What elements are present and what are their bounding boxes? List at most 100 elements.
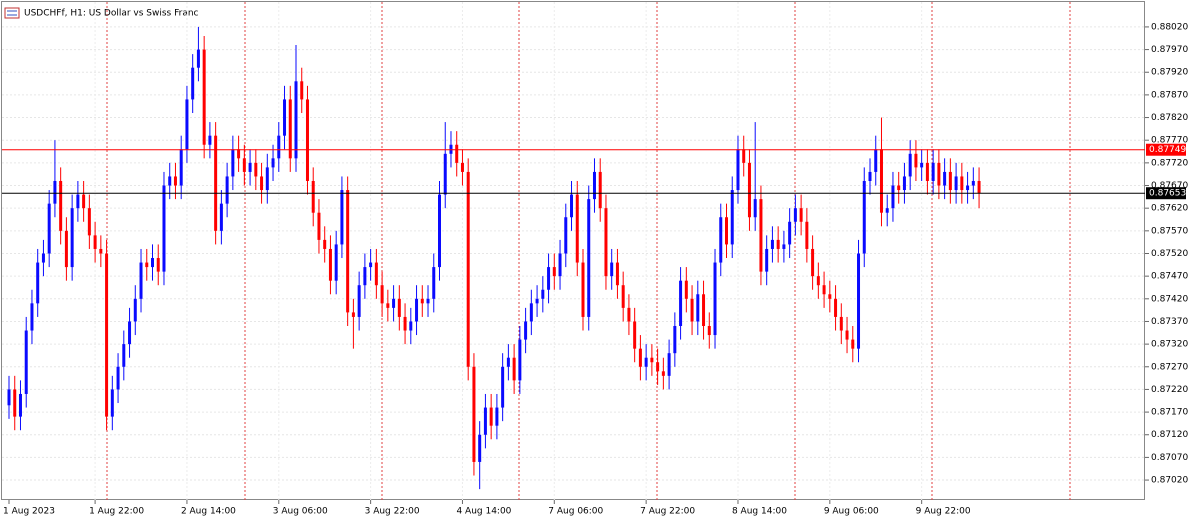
candle-body xyxy=(105,253,109,417)
candle-body xyxy=(575,194,579,263)
candle-body xyxy=(776,239,780,249)
x-tick-label: 8 Aug 14:00 xyxy=(732,507,787,517)
candle-body xyxy=(231,149,235,177)
candle-body xyxy=(512,357,516,381)
y-tick-label: 0.87520 xyxy=(1151,249,1188,259)
candle-body xyxy=(323,239,327,249)
candle-body xyxy=(656,362,660,372)
candle-body xyxy=(610,262,614,277)
icon-frame xyxy=(4,7,20,19)
candle-body xyxy=(386,303,390,308)
x-tick-label: 4 Aug 14:00 xyxy=(456,507,511,517)
x-tick-label: 9 Aug 22:00 xyxy=(916,507,971,517)
candle-body xyxy=(283,99,287,136)
candle-body xyxy=(162,185,166,272)
candle-body xyxy=(334,244,338,281)
y-tick-label: 0.87170 xyxy=(1151,408,1188,418)
candle-body xyxy=(937,162,941,186)
candle-body xyxy=(518,339,522,381)
candle-body xyxy=(684,280,688,299)
candle-body xyxy=(650,357,654,363)
candle-body xyxy=(943,171,947,186)
candle-body xyxy=(931,162,935,181)
candle-body xyxy=(914,153,918,168)
candle-body xyxy=(76,194,80,209)
candle-body xyxy=(41,253,45,263)
candle-body xyxy=(547,267,551,290)
candle-body xyxy=(99,248,103,254)
candle-body xyxy=(535,298,539,304)
y-tick-label: 0.87320 xyxy=(1151,340,1188,350)
candle-body xyxy=(18,393,22,417)
candle-body xyxy=(529,303,533,322)
candle-body xyxy=(902,176,906,191)
candle-body xyxy=(443,153,447,195)
candle-body xyxy=(920,162,924,168)
candle-body xyxy=(168,176,172,186)
y-tick-label: 0.87670 xyxy=(1151,181,1188,191)
candle-body xyxy=(260,176,264,191)
y-tick-label: 0.88020 xyxy=(1151,22,1188,32)
candle-body xyxy=(707,325,711,336)
candle-body xyxy=(730,190,734,245)
candle-body xyxy=(483,407,487,435)
candle-body xyxy=(357,285,361,317)
candle-body xyxy=(300,81,304,100)
candle-body xyxy=(552,267,556,277)
y-tick-label: 0.87820 xyxy=(1151,113,1188,123)
candle-body xyxy=(47,203,51,254)
candle-body xyxy=(36,262,40,304)
x-tick-label: 1 Aug 2023 xyxy=(3,507,55,517)
candle-body xyxy=(110,389,114,417)
candle-body xyxy=(874,149,878,172)
y-tick-label: 0.87570 xyxy=(1151,226,1188,236)
x-tick-label: 9 Aug 06:00 xyxy=(824,507,879,517)
candle-body xyxy=(225,176,229,204)
candle-body xyxy=(13,389,17,417)
candle-body xyxy=(736,149,740,191)
candle-body xyxy=(581,262,585,317)
candle-body xyxy=(977,180,981,194)
price-label: 0.87653 xyxy=(1149,189,1186,199)
candle-body xyxy=(472,366,476,462)
candle-body xyxy=(816,276,820,286)
candle-body xyxy=(885,208,889,213)
candle-body xyxy=(725,217,728,245)
y-tick-label: 0.87720 xyxy=(1151,158,1188,168)
candle-body xyxy=(627,307,631,322)
candle-body xyxy=(948,171,952,191)
candle-body xyxy=(87,208,91,236)
candle-body xyxy=(696,294,700,322)
candle-body xyxy=(317,212,321,240)
y-tick-label: 0.87020 xyxy=(1151,476,1188,486)
x-tick-label: 2 Aug 14:00 xyxy=(181,507,236,517)
candle-body xyxy=(868,171,872,181)
x-tick-label: 3 Aug 22:00 xyxy=(365,507,420,517)
candle-body xyxy=(156,258,160,272)
price-label-box xyxy=(1146,143,1186,156)
y-tick-label: 0.87070 xyxy=(1151,453,1188,463)
candle-body xyxy=(438,194,441,268)
candle-body xyxy=(501,366,505,408)
candle-body xyxy=(747,162,751,218)
candle-body xyxy=(673,325,677,354)
y-tick-label: 0.87920 xyxy=(1151,68,1188,78)
candle-body xyxy=(202,49,206,145)
candle-body xyxy=(822,285,826,295)
y-tick-label: 0.87870 xyxy=(1151,90,1188,100)
candle-body xyxy=(891,185,895,209)
candle-body xyxy=(392,298,396,308)
candle-body xyxy=(369,262,373,268)
candle-body xyxy=(145,262,149,268)
candle-body xyxy=(644,357,648,367)
candle-body xyxy=(133,298,137,322)
candle-body xyxy=(311,180,315,213)
candle-body xyxy=(242,158,246,172)
candle-body xyxy=(374,262,378,286)
candle-body xyxy=(191,67,195,100)
candle-body xyxy=(564,217,568,254)
candle-body xyxy=(862,180,866,254)
candle-body xyxy=(64,230,68,268)
candle-body xyxy=(638,348,642,367)
candle-body xyxy=(770,239,774,249)
